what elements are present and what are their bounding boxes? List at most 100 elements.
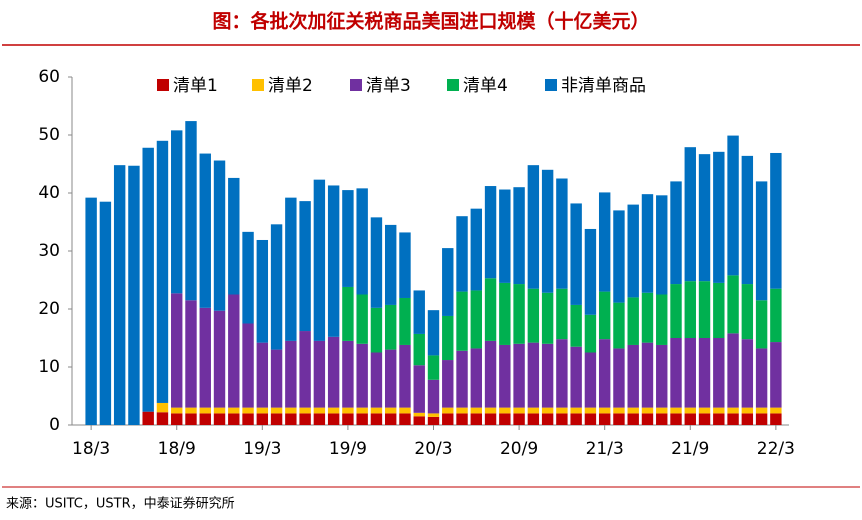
legend-label: 清单2 [268, 76, 313, 96]
y-tick-label: 0 [49, 415, 60, 435]
bar-segment [384, 413, 397, 425]
bar-segment [342, 190, 354, 287]
bar-segment [384, 349, 397, 408]
bar-segment [541, 292, 554, 344]
bar-segment [584, 228, 597, 315]
bar-segment [470, 413, 483, 425]
bar-segment [399, 297, 411, 345]
bar-segment [627, 297, 639, 345]
bar-segment [698, 407, 711, 414]
bar-segment [499, 189, 511, 283]
bar-segment [270, 407, 283, 414]
bar-segment [556, 413, 568, 425]
x-tick-label: 20/3 [414, 439, 452, 459]
bar-segment [556, 178, 568, 289]
bar-segment [342, 340, 354, 408]
bar-segment [313, 340, 326, 408]
bar-segment [470, 290, 483, 349]
bar-segment [698, 281, 711, 338]
bar-segment [670, 407, 682, 414]
bar-segment [656, 195, 668, 295]
bar-segment [427, 416, 440, 425]
bar-segment [213, 407, 226, 414]
bar-segment [327, 185, 340, 337]
bar-segment [327, 336, 340, 408]
bar-segment [128, 165, 140, 426]
bar-segment [427, 310, 440, 356]
bar-segment [156, 402, 169, 413]
y-tick-label: 10 [38, 357, 60, 377]
bar-segment [613, 348, 625, 408]
bar-segment [313, 179, 326, 341]
legend-label: 清单3 [366, 76, 411, 96]
bar-segment [570, 407, 582, 414]
bar-segment [470, 407, 483, 414]
bar-segment [570, 346, 582, 408]
bar-segment [285, 407, 297, 414]
legend-label: 清单4 [463, 76, 508, 96]
bar-segment [484, 278, 497, 341]
bar-segment [613, 302, 625, 349]
legend-swatch [157, 79, 169, 91]
bar-segment [99, 201, 112, 425]
bar-segment [641, 413, 654, 425]
bar-segment [156, 412, 169, 425]
bar-segment [598, 407, 611, 414]
y-tick-label: 20 [38, 299, 60, 319]
bar-segment [584, 413, 597, 425]
bar-segment [370, 307, 383, 353]
bar-segment [384, 224, 397, 305]
bar-segment [484, 407, 497, 414]
bar-segment [584, 407, 597, 414]
bar-segment [342, 286, 354, 341]
bar-segment [627, 204, 639, 298]
bar-segment [684, 407, 696, 414]
bar-segment [755, 181, 768, 301]
bar-segment [770, 342, 782, 408]
bar-segment [199, 153, 211, 308]
bar-segment [384, 304, 397, 350]
bar-segment [741, 155, 754, 285]
bar-segment [527, 288, 540, 343]
bar-segment [142, 411, 154, 425]
bar-segment [484, 413, 497, 425]
bar-segment [256, 342, 269, 408]
bar-segment [199, 307, 211, 408]
bar-segment [270, 413, 283, 425]
bar-segment [442, 248, 454, 316]
bar-segment [356, 407, 368, 414]
bar-segment [213, 160, 226, 311]
bar-segment [641, 342, 654, 408]
bar-segment [641, 292, 654, 343]
bar-segment [442, 413, 454, 425]
bar-segment [427, 355, 440, 380]
bar-segment [199, 413, 211, 425]
bar-segment [684, 413, 696, 425]
bar-segment [285, 197, 297, 341]
bar-segment [684, 147, 696, 282]
bar-segment [228, 294, 240, 408]
bar-segment [741, 339, 754, 408]
bar-segment [755, 407, 768, 414]
bar-segment [470, 208, 483, 291]
bar-segment [228, 177, 240, 295]
bar-segment [727, 407, 739, 414]
bar-segment [384, 407, 397, 414]
bar-segment [313, 407, 326, 414]
bar-segment [713, 151, 725, 283]
bar-segment [399, 344, 411, 408]
bar-segment [499, 282, 511, 345]
bar-segment [171, 293, 183, 408]
x-tick-label: 18/9 [158, 439, 196, 459]
bar-segment [370, 407, 383, 414]
bar-segment [755, 413, 768, 425]
bar-segment [598, 291, 611, 340]
bar-segment [527, 413, 540, 425]
legend-label: 非清单商品 [561, 76, 646, 96]
bar-segment [741, 407, 754, 414]
bar-segment [513, 284, 525, 344]
source: 来源：USITC，USTR，中泰证券研究所 [6, 496, 235, 512]
bar-segment [370, 217, 383, 308]
